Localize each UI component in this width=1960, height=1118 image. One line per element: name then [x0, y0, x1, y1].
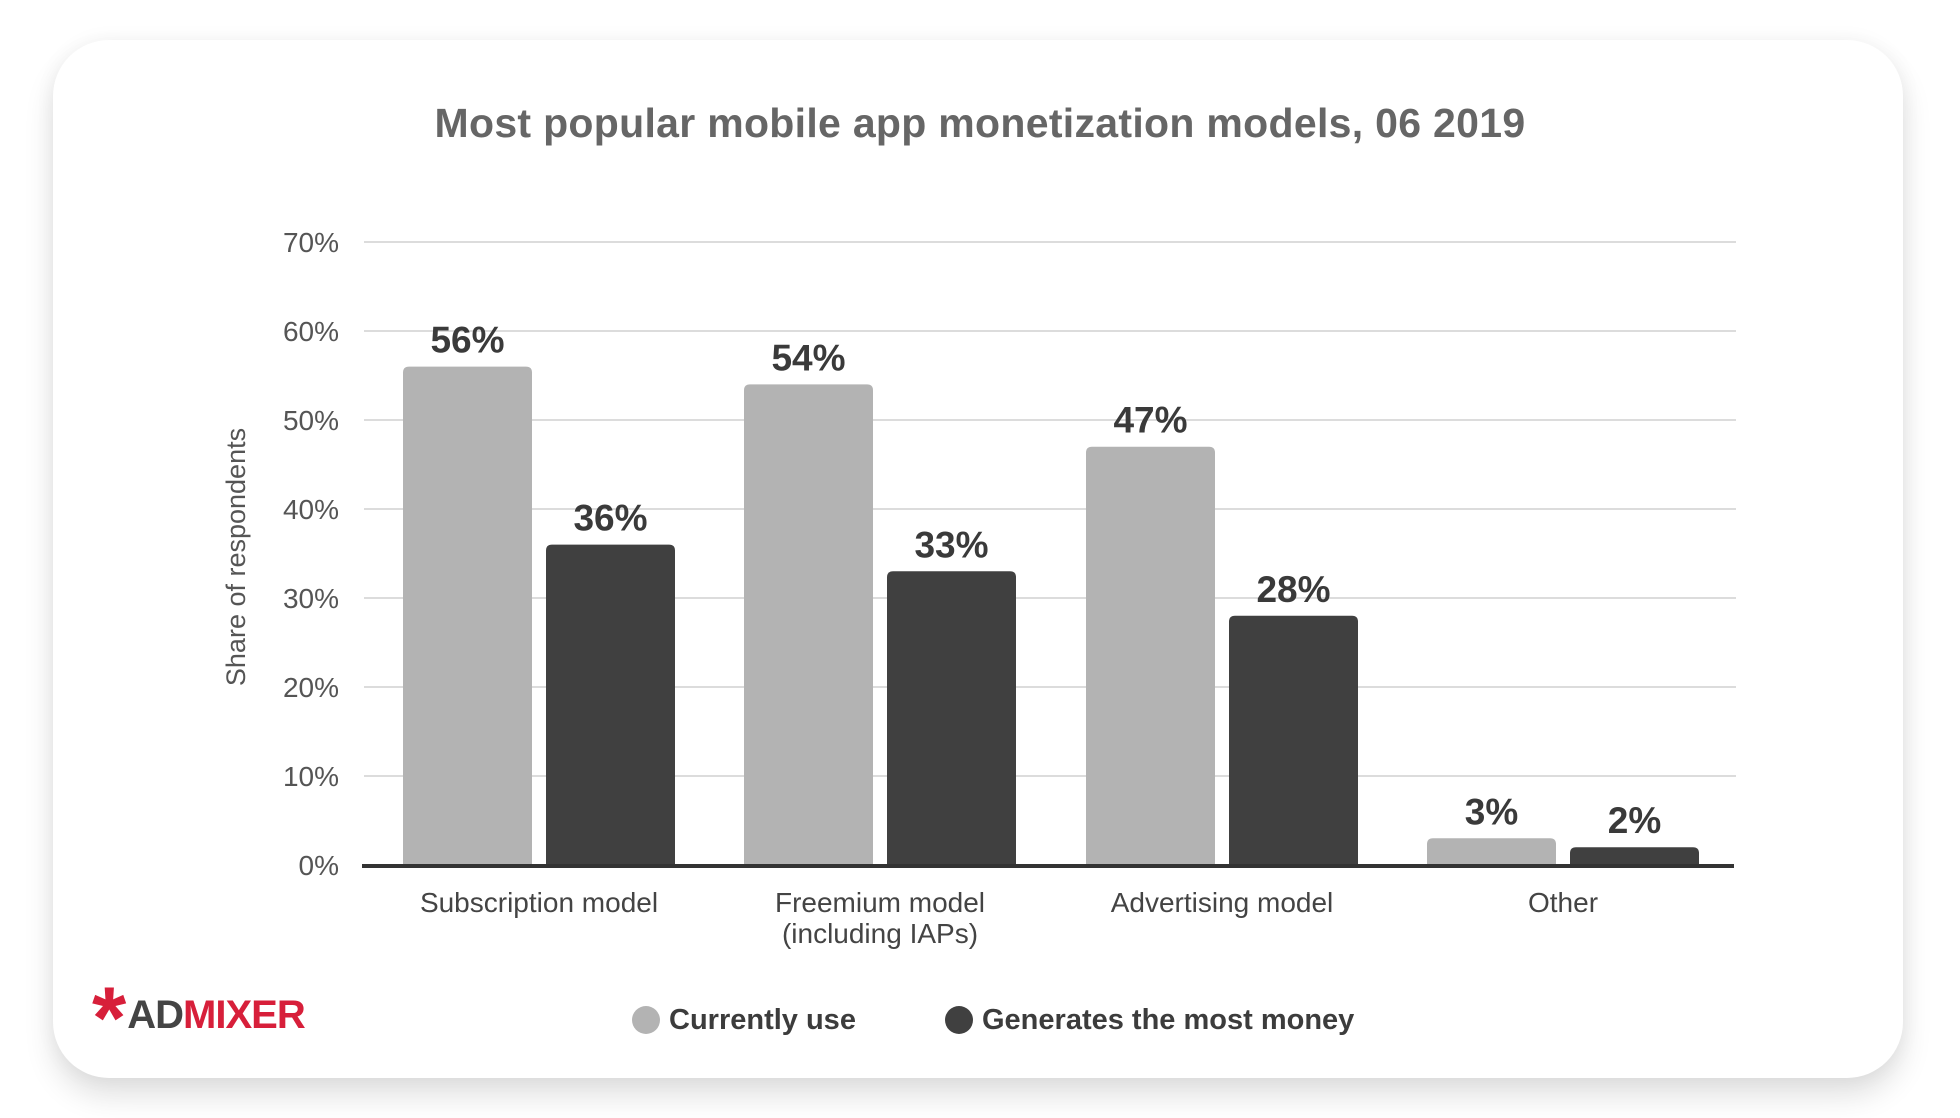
data-label: 33% — [914, 524, 988, 565]
asterisk-logo-icon: * — [92, 968, 126, 1067]
y-tick-label: 30% — [283, 583, 339, 614]
chart-card — [53, 40, 1903, 1078]
x-tick-label: Other — [1528, 887, 1598, 918]
data-label: 36% — [573, 498, 647, 539]
x-tick-label: Subscription model — [420, 887, 658, 918]
legend-swatch-light — [632, 1006, 660, 1034]
bar — [403, 366, 532, 865]
x-tick-label: Freemium model — [775, 887, 985, 918]
data-label: 47% — [1113, 400, 1187, 441]
data-label: 2% — [1608, 800, 1661, 841]
bar — [1427, 838, 1556, 865]
bar — [1570, 847, 1699, 865]
legend-swatch-dark — [945, 1006, 973, 1034]
bar — [887, 571, 1016, 865]
bar — [744, 384, 873, 865]
legend-label: Currently use — [669, 1003, 856, 1036]
logo-text-ad: AD — [127, 993, 184, 1037]
chart-title: Most popular mobile app monetization mod… — [434, 100, 1526, 146]
legend-item-generates-most-money: Generates the most money — [945, 1000, 1354, 1040]
legend-item-currently-use: Currently use — [632, 1000, 856, 1040]
logo-text-mixer: MIXER — [183, 993, 306, 1037]
y-tick-label: 70% — [283, 227, 339, 258]
data-label: 54% — [771, 337, 845, 378]
y-tick-label: 50% — [283, 405, 339, 436]
bar — [1229, 615, 1358, 865]
y-tick-label: 40% — [283, 494, 339, 525]
y-tick-label: 60% — [283, 316, 339, 347]
y-tick-label: 0% — [299, 850, 339, 881]
bar — [546, 544, 675, 865]
data-label: 3% — [1465, 791, 1518, 832]
data-label: 56% — [430, 320, 504, 361]
bar — [1086, 446, 1215, 865]
data-label: 28% — [1256, 569, 1330, 610]
y-tick-label: 10% — [283, 761, 339, 792]
y-axis-label: Share of respondents — [221, 428, 251, 686]
y-tick-label: 20% — [283, 672, 339, 703]
legend-label: Generates the most money — [982, 1003, 1355, 1036]
x-tick-label: Advertising model — [1111, 887, 1334, 918]
admixer-logo: * AD MIXER — [92, 974, 306, 1062]
x-tick-label: (including IAPs) — [782, 918, 978, 949]
